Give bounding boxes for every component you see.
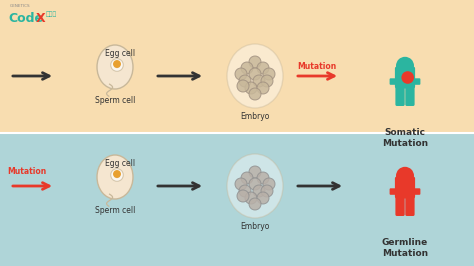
Circle shape xyxy=(253,75,265,87)
Circle shape xyxy=(261,185,273,197)
Circle shape xyxy=(114,62,120,68)
Circle shape xyxy=(263,68,275,80)
Ellipse shape xyxy=(227,44,283,108)
Circle shape xyxy=(239,75,251,87)
FancyBboxPatch shape xyxy=(405,193,415,216)
Circle shape xyxy=(263,178,275,190)
Circle shape xyxy=(111,59,123,71)
FancyBboxPatch shape xyxy=(395,177,415,198)
FancyBboxPatch shape xyxy=(395,193,405,216)
Circle shape xyxy=(237,80,249,92)
Circle shape xyxy=(114,172,120,178)
Text: Mutation: Mutation xyxy=(7,167,46,176)
FancyBboxPatch shape xyxy=(405,83,415,106)
Ellipse shape xyxy=(97,155,133,199)
Text: 科德园: 科德园 xyxy=(46,11,57,16)
Text: Code: Code xyxy=(8,12,43,25)
Text: Somatic
Mutation: Somatic Mutation xyxy=(382,128,428,148)
Text: Egg cell: Egg cell xyxy=(105,159,135,168)
Circle shape xyxy=(113,60,121,68)
Circle shape xyxy=(253,185,265,197)
Circle shape xyxy=(249,68,261,80)
Circle shape xyxy=(249,178,261,190)
Circle shape xyxy=(257,172,269,184)
Circle shape xyxy=(245,82,257,94)
Ellipse shape xyxy=(227,154,283,218)
FancyBboxPatch shape xyxy=(412,188,420,195)
FancyBboxPatch shape xyxy=(0,0,474,133)
Text: GENETICS: GENETICS xyxy=(10,4,31,8)
Text: X: X xyxy=(36,12,46,25)
Circle shape xyxy=(241,62,253,74)
FancyBboxPatch shape xyxy=(390,188,398,195)
Circle shape xyxy=(396,167,414,185)
Circle shape xyxy=(235,68,247,80)
Text: Germline
Mutation: Germline Mutation xyxy=(382,238,428,258)
FancyBboxPatch shape xyxy=(395,66,415,89)
Circle shape xyxy=(237,190,249,202)
Circle shape xyxy=(249,198,261,210)
FancyBboxPatch shape xyxy=(395,83,405,106)
Circle shape xyxy=(249,56,261,68)
FancyBboxPatch shape xyxy=(390,78,398,85)
Circle shape xyxy=(257,62,269,74)
FancyBboxPatch shape xyxy=(0,133,474,266)
Circle shape xyxy=(113,170,121,178)
Circle shape xyxy=(261,75,273,87)
Circle shape xyxy=(111,169,123,181)
Circle shape xyxy=(396,57,414,75)
Circle shape xyxy=(257,82,269,94)
Circle shape xyxy=(249,88,261,100)
Text: Mutation: Mutation xyxy=(297,62,337,71)
Ellipse shape xyxy=(97,45,133,89)
Text: Egg cell: Egg cell xyxy=(105,49,135,58)
Text: Embryo: Embryo xyxy=(240,112,270,121)
Text: Embryo: Embryo xyxy=(240,222,270,231)
Circle shape xyxy=(249,166,261,178)
Circle shape xyxy=(245,192,257,204)
Text: Sperm cell: Sperm cell xyxy=(95,206,135,215)
Circle shape xyxy=(235,178,247,190)
Circle shape xyxy=(257,192,269,204)
Circle shape xyxy=(241,172,253,184)
Circle shape xyxy=(239,185,251,197)
Circle shape xyxy=(401,71,414,84)
FancyBboxPatch shape xyxy=(412,78,420,85)
Text: Sperm cell: Sperm cell xyxy=(95,96,135,105)
